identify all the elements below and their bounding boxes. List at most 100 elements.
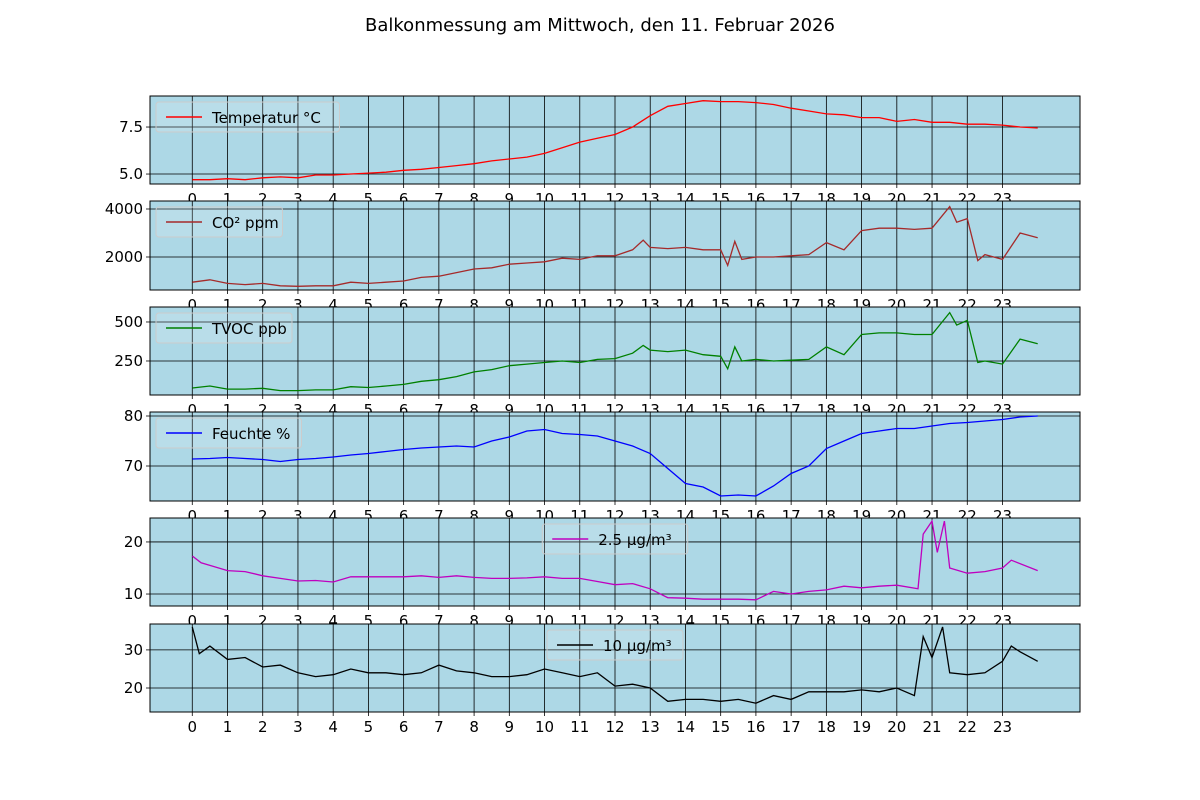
x-tick-label: 1 bbox=[223, 718, 233, 736]
x-tick-label: 9 bbox=[505, 190, 515, 208]
x-tick-label: 6 bbox=[399, 190, 409, 208]
y-tick-label: 500 bbox=[114, 313, 143, 331]
x-tick-label: 11 bbox=[570, 718, 589, 736]
axes-frame bbox=[149, 623, 1081, 713]
figure-title: Balkonmessung am Mittwoch, den 11. Febru… bbox=[365, 15, 835, 36]
x-tick-label: 3 bbox=[293, 190, 303, 208]
y-tick-label: 80 bbox=[124, 407, 143, 425]
x-tick-label: 7 bbox=[434, 507, 444, 525]
x-tick-label: 5 bbox=[364, 507, 374, 525]
x-tick-label: 19 bbox=[852, 718, 871, 736]
legend: TVOC ppb bbox=[155, 312, 293, 344]
x-tick-label: 6 bbox=[399, 612, 409, 630]
y-tick-label: 20 bbox=[124, 533, 143, 551]
y-tick-label: 30 bbox=[124, 641, 143, 659]
legend-box bbox=[155, 101, 340, 133]
x-tick-label: 8 bbox=[469, 718, 479, 736]
x-tick-label: 5 bbox=[364, 401, 374, 419]
y-tick-label: 5.0 bbox=[119, 165, 143, 183]
x-tick-label: 14 bbox=[676, 718, 695, 736]
x-tick-label: 2 bbox=[258, 401, 268, 419]
x-tick-label: 18 bbox=[817, 718, 836, 736]
x-tick-label: 1 bbox=[223, 190, 233, 208]
x-tick-label: 6 bbox=[399, 401, 409, 419]
x-tick-label: 5 bbox=[364, 612, 374, 630]
subplot-3: 0 1 2 3 4 5 6 7 8 9 10 11 12 13 14 15 16 17 18 19 20 21 22 2325… bbox=[114, 306, 1081, 419]
x-tick-label: 13 bbox=[641, 718, 660, 736]
x-tick-label: 12 bbox=[605, 718, 624, 736]
x-tick-label: 5 bbox=[364, 296, 374, 314]
legend: Temperatur °C bbox=[155, 101, 340, 133]
x-tick-label: 6 bbox=[399, 718, 409, 736]
x-tick-label: 0 bbox=[187, 296, 197, 314]
x-tick-label: 8 bbox=[469, 401, 479, 419]
x-tick-label: 2 bbox=[258, 507, 268, 525]
x-tick-label: 7 bbox=[434, 190, 444, 208]
x-tick-label: 15 bbox=[711, 718, 730, 736]
x-tick-label: 1 bbox=[223, 507, 233, 525]
axes-frame bbox=[149, 517, 1081, 607]
series-line bbox=[192, 415, 1038, 497]
x-tick-label: 20 bbox=[887, 718, 906, 736]
legend: 2.5 µg/m³ bbox=[541, 523, 689, 555]
legend-box bbox=[155, 312, 293, 344]
series-line bbox=[191, 626, 1039, 704]
axes-frame bbox=[149, 411, 1081, 502]
legend-label: Feuchte % bbox=[212, 425, 290, 443]
x-tick-label: 3 bbox=[293, 718, 303, 736]
y-tick-label: 2000 bbox=[105, 248, 143, 266]
y-tick-label: 10 bbox=[124, 585, 143, 603]
x-tick-label: 9 bbox=[505, 296, 515, 314]
x-tick-label: 9 bbox=[505, 718, 515, 736]
x-tick-label: 22 bbox=[958, 718, 977, 736]
y-tick-label: 250 bbox=[114, 352, 143, 370]
x-tick-label: 4 bbox=[328, 401, 338, 419]
x-tick-label: 7 bbox=[434, 401, 444, 419]
x-tick-label: 6 bbox=[399, 296, 409, 314]
x-tick-label: 2 bbox=[258, 718, 268, 736]
legend: 10 µg/m³ bbox=[546, 629, 684, 661]
x-tick-label: 21 bbox=[922, 718, 941, 736]
x-tick-label: 0 bbox=[187, 190, 197, 208]
x-tick-label: 7 bbox=[434, 296, 444, 314]
legend-box bbox=[546, 629, 684, 661]
x-tick-label: 3 bbox=[293, 612, 303, 630]
x-tick-label: 5 bbox=[364, 190, 374, 208]
x-tick-label: 2 bbox=[258, 296, 268, 314]
x-tick-label: 9 bbox=[505, 612, 515, 630]
legend: CO² ppm bbox=[155, 206, 283, 238]
legend-label: 10 µg/m³ bbox=[603, 637, 672, 655]
x-tick-label: 4 bbox=[328, 296, 338, 314]
y-tick-label: 20 bbox=[124, 679, 143, 697]
x-tick-label: 7 bbox=[434, 718, 444, 736]
series-line bbox=[192, 311, 1038, 392]
y-tick-label: 7.5 bbox=[119, 118, 143, 136]
x-tick-label: 0 bbox=[187, 718, 197, 736]
legend-label: 2.5 µg/m³ bbox=[598, 531, 671, 549]
x-tick-label: 4 bbox=[328, 718, 338, 736]
subplot-5: 0 1 2 3 4 5 6 7 8 9 10 11 12 13 14 15 16 17 18 19 20 21 22 2310… bbox=[124, 517, 1081, 630]
subplot-1: 0 1 2 3 4 5 6 7 8 9 10 11 12 13 14 15 16 17 18 19 20 21 22 235.… bbox=[119, 95, 1081, 208]
x-tick-label: 5 bbox=[364, 718, 374, 736]
x-tick-label: 3 bbox=[293, 507, 303, 525]
x-tick-label: 17 bbox=[782, 718, 801, 736]
axes-frame bbox=[149, 200, 1081, 291]
x-tick-label: 1 bbox=[223, 296, 233, 314]
series-line bbox=[192, 100, 1038, 181]
x-tick-label: 7 bbox=[434, 612, 444, 630]
x-tick-label: 8 bbox=[469, 190, 479, 208]
x-tick-label: 4 bbox=[328, 507, 338, 525]
x-tick-label: 1 bbox=[223, 612, 233, 630]
x-tick-label: 23 bbox=[993, 718, 1012, 736]
series-line bbox=[191, 519, 1038, 601]
legend-label: TVOC ppb bbox=[211, 320, 287, 338]
x-tick-label: 0 bbox=[187, 612, 197, 630]
y-tick-label: 70 bbox=[124, 457, 143, 475]
x-tick-label: 16 bbox=[746, 718, 765, 736]
legend-label: Temperatur °C bbox=[211, 109, 321, 127]
subplot-4: 0 1 2 3 4 5 6 7 8 9 10 11 12 13 14 15 16 17 18 19 20 21 22 2370… bbox=[124, 407, 1081, 525]
x-tick-label: 6 bbox=[399, 507, 409, 525]
x-tick-label: 9 bbox=[505, 507, 515, 525]
x-tick-label: 2 bbox=[258, 190, 268, 208]
